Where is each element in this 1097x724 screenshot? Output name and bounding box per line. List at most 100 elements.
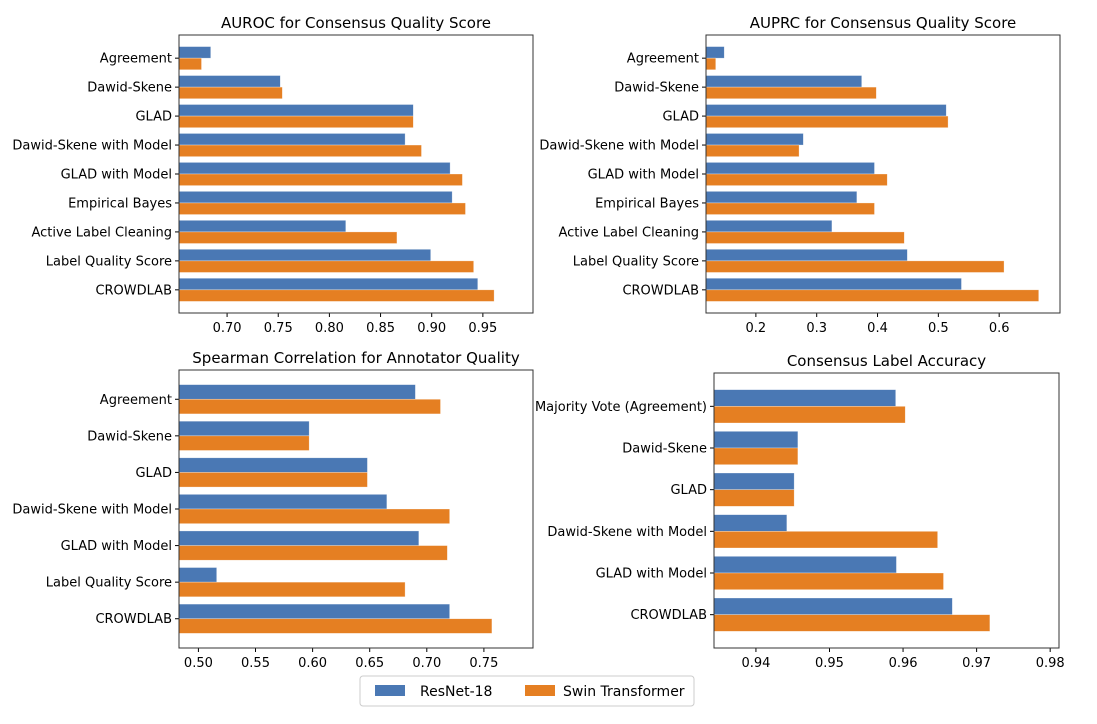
x-tick-label: 0.6: [989, 321, 1010, 336]
legend: ResNet-18 Swin Transformer: [359, 675, 695, 707]
y-tick-label: CROWDLAB: [95, 283, 172, 298]
bar-resnet: [705, 104, 947, 117]
bar-swin: [705, 231, 905, 244]
y-tick-label: GLAD with Model: [61, 168, 172, 183]
x-tick-label: 0.94: [741, 656, 770, 671]
bar-swin: [713, 572, 944, 590]
y-tick-label: Agreement: [100, 393, 172, 408]
bar-resnet: [178, 104, 414, 117]
x-tick-label: 0.95: [468, 321, 497, 336]
x-tick-label: 0.3: [806, 321, 827, 336]
x-tick-label: 0.98: [1036, 656, 1065, 671]
bar-swin: [178, 57, 202, 71]
x-tick-label: 0.2: [746, 321, 767, 336]
bar-swin: [178, 231, 398, 244]
bar-resnet: [705, 133, 804, 146]
x-tick-label: 0.97: [962, 656, 991, 671]
bar-resnet: [705, 277, 962, 291]
y-tick-label: CROWDLAB: [95, 612, 172, 627]
axes-frame: [705, 34, 1061, 314]
y-tick-label: Dawid-Skene with Model: [12, 503, 172, 518]
subplot-4: Consensus Label Accuracy Majority Vote (A…: [535, 352, 1065, 671]
bar-swin: [713, 447, 799, 465]
axes-frame: [178, 369, 534, 649]
bar-swin: [178, 435, 310, 451]
bar-resnet: [178, 420, 310, 437]
bar-swin: [178, 581, 406, 598]
x-tick-label: 0.60: [298, 656, 327, 671]
legend-swatch-swin: [525, 685, 555, 696]
y-tick-label: Dawid-Skene with Model: [547, 525, 707, 540]
chart-title: Consensus Label Accuracy: [787, 352, 986, 370]
bar-resnet: [178, 457, 368, 473]
y-tick-label: Label Quality Score: [46, 576, 172, 591]
y-tick-label: Dawid-Skene with Model: [12, 139, 172, 154]
bar-resnet: [713, 556, 897, 574]
bar-swin: [178, 398, 441, 415]
bar-swin: [705, 57, 717, 71]
y-tick-label: Dawid-Skene: [622, 442, 707, 457]
bar-resnet: [178, 530, 420, 546]
bar-resnet: [178, 494, 388, 510]
axes-frame: [178, 34, 534, 314]
legend-label-resnet: ResNet-18: [420, 684, 492, 700]
axes-frame: [713, 372, 1060, 649]
bar-resnet: [178, 248, 431, 262]
y-tick-label: GLAD with Model: [61, 539, 172, 554]
bar-swin: [178, 289, 495, 302]
bar-swin: [178, 173, 463, 186]
chart-title: AUROC for Consensus Quality Score: [221, 14, 491, 32]
y-tick-label: Dawid-Skene: [614, 81, 699, 96]
bar-resnet: [713, 514, 788, 532]
bar-swin: [178, 545, 448, 561]
y-tick-label: Majority Vote (Agreement): [535, 400, 707, 415]
bar-resnet: [178, 384, 416, 400]
bar-swin: [705, 260, 1005, 273]
bar-swin: [705, 86, 877, 100]
y-tick-label: Dawid-Skene: [87, 81, 172, 96]
legend-label-swin: Swin Transformer: [563, 684, 685, 700]
x-tick-label: 0.50: [184, 656, 213, 671]
bar-resnet: [713, 472, 795, 490]
bar-swin: [705, 202, 875, 215]
subplot-1: AUROC for Consensus Quality Score Agreeme…: [12, 14, 534, 336]
subplot-2: AUPRC for Consensus Quality Score Agreeme…: [539, 14, 1061, 336]
y-tick-label: Label Quality Score: [573, 254, 699, 269]
y-tick-label: GLAD: [662, 110, 699, 125]
bar-resnet: [705, 46, 725, 59]
x-tick-label: 0.90: [417, 321, 446, 336]
bar-resnet: [178, 277, 479, 291]
bar-swin: [713, 614, 991, 632]
bar-swin: [705, 115, 949, 128]
legend-swatch-resnet: [375, 685, 405, 696]
bar-swin: [178, 202, 466, 215]
x-tick-label: 0.75: [469, 656, 498, 671]
y-tick-label: GLAD: [135, 110, 172, 125]
y-tick-label: Empirical Bayes: [595, 196, 699, 211]
y-tick-label: Active Label Cleaning: [31, 225, 172, 240]
y-tick-label: CROWDLAB: [630, 608, 707, 623]
bar-swin: [178, 86, 283, 100]
x-tick-label: 0.5: [928, 321, 949, 336]
y-tick-label: GLAD with Model: [596, 567, 707, 582]
x-tick-label: 0.75: [264, 321, 293, 336]
bar-swin: [178, 508, 450, 524]
y-tick-label: Active Label Cleaning: [558, 225, 699, 240]
x-tick-label: 0.95: [815, 656, 844, 671]
bar-swin: [713, 489, 795, 507]
y-tick-label: Label Quality Score: [46, 254, 172, 269]
bar-resnet: [178, 603, 450, 620]
bar-resnet: [178, 75, 281, 88]
x-tick-label: 0.96: [889, 656, 918, 671]
y-tick-label: GLAD: [670, 483, 707, 498]
y-tick-label: GLAD: [135, 466, 172, 481]
x-tick-label: 0.85: [366, 321, 395, 336]
y-tick-label: Dawid-Skene: [87, 429, 172, 444]
x-tick-label: 0.65: [355, 656, 384, 671]
bar-resnet: [705, 248, 908, 262]
bar-resnet: [705, 162, 875, 175]
bar-resnet: [705, 191, 858, 204]
subplot-3: Spearman Correlation for Annotator Quali…: [12, 349, 534, 671]
bar-swin: [713, 406, 906, 424]
y-tick-label: Dawid-Skene with Model: [539, 139, 699, 154]
